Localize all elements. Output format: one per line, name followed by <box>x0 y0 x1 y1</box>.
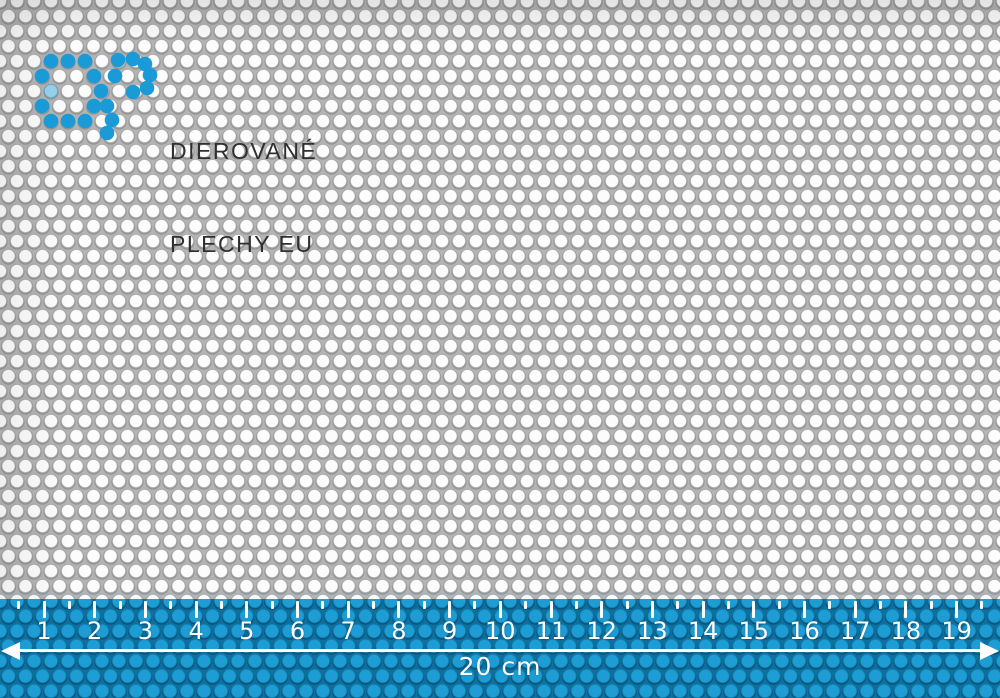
ruler-tick-minor <box>574 601 578 609</box>
ruler-tick-minor <box>676 601 680 609</box>
ruler-tick-minor <box>726 601 730 609</box>
ruler-number: 8 <box>391 617 407 645</box>
logo-dot <box>77 53 93 69</box>
logo-dot <box>77 113 93 129</box>
ruler-tick-minor <box>372 601 376 609</box>
ruler-tick-major <box>853 601 857 618</box>
ruler-number: 18 <box>890 617 922 645</box>
ruler-tick-minor <box>321 601 325 609</box>
ruler-tick-major <box>346 601 350 618</box>
ruler-number: 1 <box>36 617 52 645</box>
logo-text-line2: PLECHY EU <box>170 231 314 257</box>
logo-dot <box>86 68 102 84</box>
ruler-tick-minor <box>625 601 629 609</box>
ruler-number: 4 <box>188 617 204 645</box>
logo-dot <box>142 67 158 83</box>
ruler-tick-major <box>245 601 249 618</box>
logo-dot <box>125 84 141 100</box>
ruler-tick-major <box>143 601 147 618</box>
arrow-left-icon <box>1 641 20 660</box>
ruler-tick-major <box>448 601 452 618</box>
ruler-tick-major <box>904 601 908 618</box>
ruler-number: 7 <box>340 617 356 645</box>
ruler-number: 15 <box>738 617 770 645</box>
ruler-tick-major <box>194 601 198 618</box>
ruler-number: 13 <box>637 617 668 645</box>
logo-dot <box>99 125 115 141</box>
ruler-tick-minor <box>473 601 477 609</box>
ruler-tick-major <box>93 601 97 618</box>
ruler-number: 6 <box>289 617 306 645</box>
ruler-tick-minor <box>879 601 883 609</box>
dp-monogram-icon <box>34 51 158 141</box>
logo-dot <box>60 113 76 129</box>
logo-dot <box>43 113 59 129</box>
ruler-number: 12 <box>586 617 617 645</box>
ruler-number: 3 <box>137 617 154 645</box>
ruler-number: 11 <box>535 617 567 645</box>
ruler-tick-major <box>549 601 553 618</box>
ruler-tick-major <box>803 601 806 618</box>
logo-dot <box>86 98 102 114</box>
ruler-tick-major <box>397 601 401 618</box>
ruler-tick-minor <box>422 601 426 609</box>
logo-dot <box>43 53 59 69</box>
ruler-tick-minor <box>777 601 781 609</box>
logo-dot <box>139 80 155 96</box>
ruler-tick-major <box>955 601 959 618</box>
ruler-number: 17 <box>839 617 871 645</box>
ruler-tick-minor <box>828 601 832 609</box>
ruler-tick-major <box>600 601 604 618</box>
ruler-arrow-line <box>15 649 985 652</box>
ruler-number: 2 <box>87 617 103 645</box>
ruler-number: 19 <box>941 617 972 645</box>
logo-dot <box>125 51 141 67</box>
ruler-total-label: 20 cm <box>458 652 542 681</box>
logo-dot <box>99 98 115 114</box>
ruler-tick-major <box>752 601 756 618</box>
ruler-tick-minor <box>118 601 122 609</box>
logo-dot <box>43 83 59 99</box>
ruler-number: 5 <box>239 617 255 645</box>
logo-dot <box>110 52 126 68</box>
ruler-tick-minor <box>169 601 173 609</box>
ruler-tick-minor <box>980 601 984 609</box>
logo-dot <box>93 83 109 99</box>
logo-wordmark: DIEROVANÉ PLECHY EU <box>170 74 317 322</box>
logo-dot <box>34 98 50 114</box>
ruler-tick-minor <box>17 601 21 609</box>
ruler-number: 9 <box>441 617 458 645</box>
ruler-tick-minor <box>270 601 274 609</box>
logo-dot <box>60 53 76 69</box>
ruler-tick-minor <box>219 601 223 609</box>
ruler-number: 16 <box>789 617 820 645</box>
logo-text-line1: DIEROVANÉ <box>170 138 318 164</box>
ruler-number: 14 <box>687 617 719 645</box>
logo-dot <box>104 112 120 128</box>
ruler-tick-major <box>650 601 654 618</box>
ruler-tick-major <box>296 601 299 618</box>
ruler-tick-major <box>498 601 502 618</box>
ruler-tick-minor <box>524 601 528 609</box>
logo-dot <box>107 68 123 84</box>
ruler-tick-major <box>42 601 46 618</box>
ruler-number: 10 <box>485 617 516 645</box>
ruler-tick-major <box>701 601 705 618</box>
logo-dot <box>137 56 153 72</box>
logo-dot <box>34 68 50 84</box>
ruler-tick-minor <box>67 601 71 609</box>
arrow-right-icon <box>980 641 999 660</box>
ruler-tick-minor <box>929 601 933 609</box>
ruler-overlay: 1 2 3 4 5 6 7 8 9 10 11 12 13 14 15 16 17 18 19 20 cm <box>0 599 1000 698</box>
